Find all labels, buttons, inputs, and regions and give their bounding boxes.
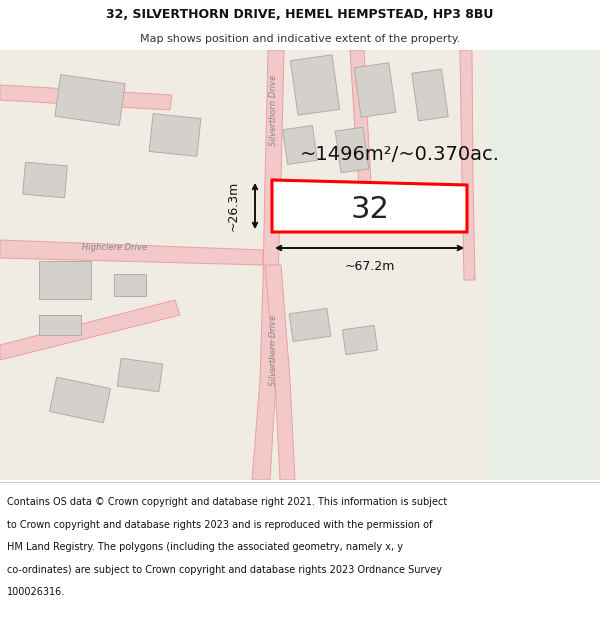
Polygon shape bbox=[149, 114, 201, 156]
Polygon shape bbox=[114, 274, 146, 296]
Text: 32: 32 bbox=[350, 194, 389, 224]
Bar bbox=[490, 50, 600, 480]
Text: ~67.2m: ~67.2m bbox=[344, 259, 395, 272]
Polygon shape bbox=[343, 326, 377, 354]
Polygon shape bbox=[117, 358, 163, 392]
Polygon shape bbox=[354, 62, 396, 118]
Text: Silverthorn Drive: Silverthorn Drive bbox=[269, 314, 278, 386]
Text: co-ordinates) are subject to Crown copyright and database rights 2023 Ordnance S: co-ordinates) are subject to Crown copyr… bbox=[7, 565, 442, 575]
Text: Highclere Drive: Highclere Drive bbox=[82, 244, 148, 252]
Polygon shape bbox=[0, 300, 180, 360]
Polygon shape bbox=[289, 309, 331, 341]
Polygon shape bbox=[460, 50, 475, 280]
Polygon shape bbox=[39, 315, 81, 335]
Polygon shape bbox=[283, 126, 317, 164]
Polygon shape bbox=[0, 85, 172, 110]
Polygon shape bbox=[39, 261, 91, 299]
Text: ~1496m²/~0.370ac.: ~1496m²/~0.370ac. bbox=[300, 146, 500, 164]
Polygon shape bbox=[23, 162, 67, 198]
Text: Contains OS data © Crown copyright and database right 2021. This information is : Contains OS data © Crown copyright and d… bbox=[7, 498, 448, 508]
Text: 100026316.: 100026316. bbox=[7, 588, 65, 598]
Text: Silverthorn Drive: Silverthorn Drive bbox=[269, 74, 278, 146]
Bar bbox=[0, 50, 490, 480]
Text: to Crown copyright and database rights 2023 and is reproduced with the permissio: to Crown copyright and database rights 2… bbox=[7, 520, 433, 530]
Polygon shape bbox=[0, 240, 263, 265]
Polygon shape bbox=[412, 69, 448, 121]
Polygon shape bbox=[350, 50, 372, 200]
Polygon shape bbox=[265, 265, 295, 480]
Text: Map shows position and indicative extent of the property.: Map shows position and indicative extent… bbox=[140, 34, 460, 44]
Polygon shape bbox=[290, 55, 340, 115]
Polygon shape bbox=[272, 180, 467, 232]
Polygon shape bbox=[49, 377, 110, 423]
Polygon shape bbox=[252, 50, 284, 480]
Polygon shape bbox=[55, 74, 125, 126]
Text: 32, SILVERTHORN DRIVE, HEMEL HEMPSTEAD, HP3 8BU: 32, SILVERTHORN DRIVE, HEMEL HEMPSTEAD, … bbox=[106, 8, 494, 21]
Polygon shape bbox=[335, 127, 369, 172]
Text: HM Land Registry. The polygons (including the associated geometry, namely x, y: HM Land Registry. The polygons (includin… bbox=[7, 542, 403, 552]
Text: ~26.3m: ~26.3m bbox=[227, 181, 239, 231]
